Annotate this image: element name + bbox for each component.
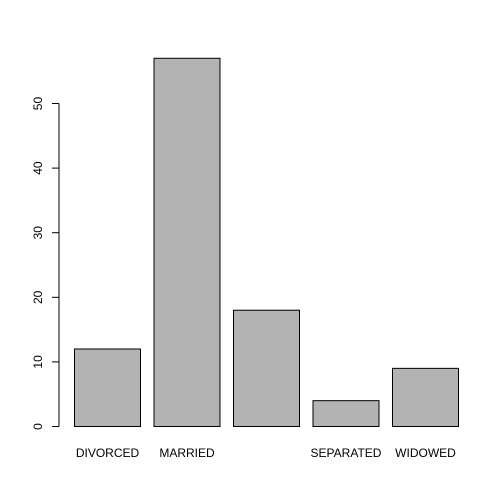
y-tick-label-20: 20 bbox=[31, 290, 45, 304]
y-tick-label-50: 50 bbox=[31, 97, 45, 111]
y-tick-label-10: 10 bbox=[31, 355, 45, 369]
category-label-0: DIVORCED bbox=[76, 446, 140, 460]
category-label-4: WIDOWED bbox=[395, 446, 456, 460]
bars-group bbox=[74, 57, 459, 428]
category-label-3: SEPARATED bbox=[311, 446, 382, 460]
y-axis: 0 10 20 30 40 50 bbox=[31, 97, 60, 430]
bar-1 bbox=[153, 57, 221, 427]
y-tick-label-40: 40 bbox=[31, 161, 45, 175]
bar-3 bbox=[312, 400, 380, 428]
y-tick-label-30: 30 bbox=[31, 226, 45, 240]
y-tick-label-0: 0 bbox=[31, 423, 45, 430]
bar-4 bbox=[392, 367, 459, 427]
bar-2 bbox=[233, 309, 300, 427]
category-label-1: MARRIED bbox=[159, 446, 215, 460]
category-labels: DIVORCED MARRIED SEPARATED WIDOWED bbox=[76, 446, 456, 460]
bar-0 bbox=[74, 348, 141, 428]
